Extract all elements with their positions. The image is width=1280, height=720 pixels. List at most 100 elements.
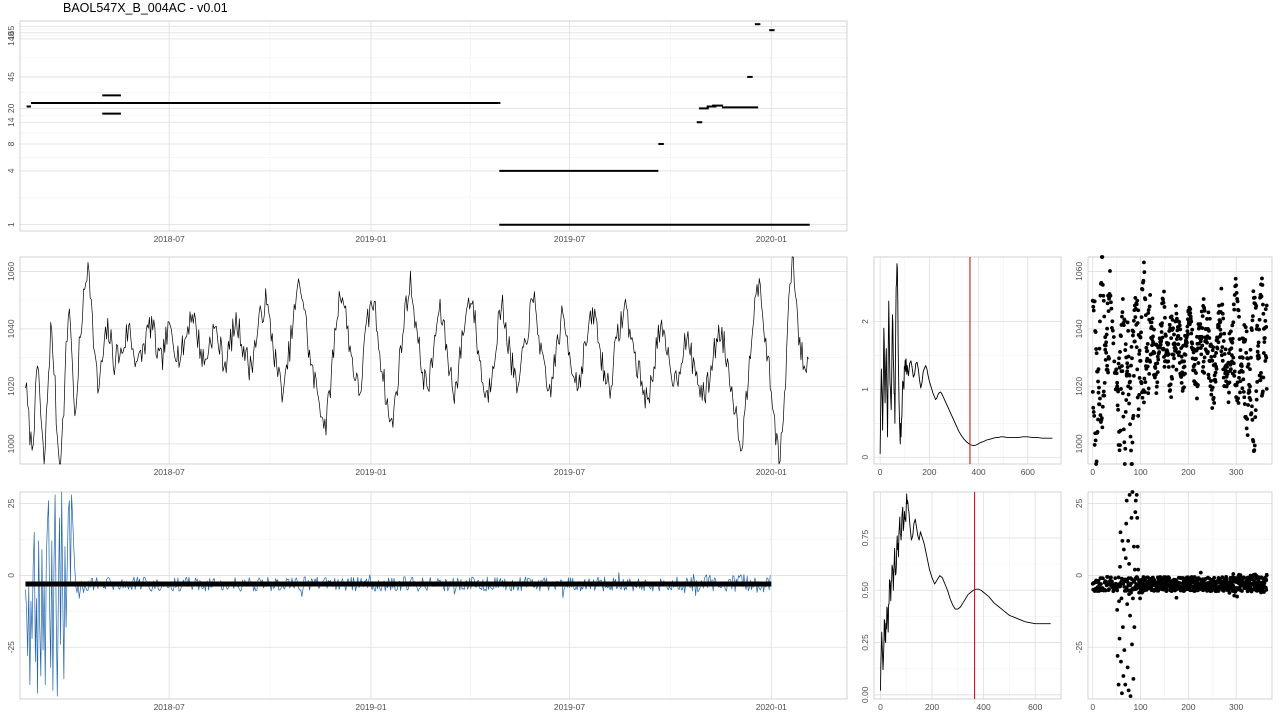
scatter-point (1259, 294, 1264, 299)
scatter-point (1202, 587, 1207, 592)
scatter-point (1249, 411, 1254, 416)
scatter-point (1219, 349, 1224, 354)
scatter-point (1166, 359, 1171, 364)
scatter-point (1147, 582, 1152, 587)
scatter-point (1236, 396, 1240, 401)
scatter-point (1093, 438, 1098, 443)
plot-background (1088, 257, 1272, 464)
scatter-point (1098, 293, 1103, 298)
scatter-point (1247, 389, 1252, 394)
plot-border (873, 491, 1062, 700)
scatter-point (1114, 371, 1119, 376)
x-tick-label: 600 (1028, 702, 1042, 712)
scatter-point (1192, 589, 1196, 593)
scatter-point (1264, 573, 1269, 578)
scatter-point (1236, 308, 1241, 313)
scatter-point (1145, 349, 1150, 353)
scatter-point (1209, 355, 1214, 359)
acf-line (879, 263, 1053, 454)
scatter-point (1109, 575, 1113, 580)
scatter-point (1239, 589, 1244, 593)
scatter-point (1162, 364, 1167, 369)
scatter-point (1127, 592, 1131, 596)
scatter-point (1100, 425, 1105, 430)
scatter-point (1220, 358, 1225, 363)
scatter-point (1146, 391, 1151, 396)
y-tick-label: 0.00 (860, 686, 870, 703)
scatter-point (1151, 334, 1155, 339)
scatter-point (1133, 315, 1138, 319)
scatter-point (1230, 575, 1235, 580)
scatter-point (1104, 340, 1109, 345)
scatter-point (1124, 588, 1129, 593)
scatter-point (1174, 347, 1178, 352)
scatter-point (1178, 336, 1183, 341)
scatter-point (1237, 314, 1241, 319)
y-tick-label: 1000 (6, 434, 16, 453)
scatter-point (1103, 588, 1108, 593)
scatter-point (1137, 376, 1142, 380)
scatter-point (1261, 302, 1265, 307)
scatter-point (1129, 581, 1133, 586)
scatter-point (1116, 407, 1121, 412)
scatter-point (1159, 330, 1164, 334)
scatter-point (1142, 270, 1147, 275)
scatter-point (1182, 385, 1186, 390)
y-tick-label: 8 (6, 141, 16, 146)
scatter-point (1134, 302, 1139, 307)
scatter-point (1129, 344, 1134, 349)
scatter-point (1190, 327, 1195, 332)
scatter-point (1241, 377, 1246, 382)
scatter-point (1190, 347, 1195, 352)
y-tick-label: 1060 (6, 262, 16, 281)
scatter-point (1127, 401, 1131, 406)
scatter-point (1248, 384, 1252, 389)
scatter-point (1122, 648, 1127, 653)
scatter-point (1263, 359, 1268, 363)
scatter-point (1118, 443, 1122, 448)
scatter-point (1244, 350, 1249, 355)
scatter-point (1090, 390, 1095, 394)
scatter-point (1160, 321, 1164, 326)
scatter-point (1177, 320, 1182, 325)
x-tick-label: 300 (1229, 702, 1243, 712)
scatter-point (1234, 383, 1239, 388)
scatter-point (1100, 255, 1105, 259)
scatter-point (1153, 375, 1157, 380)
scatter-point (1224, 384, 1229, 389)
scatter-point (1130, 440, 1135, 445)
x-tick-label: 0 (1090, 467, 1095, 477)
scatter-point (1249, 355, 1253, 360)
scatter-point (1203, 576, 1208, 581)
scatter-point (1227, 390, 1231, 395)
scatter-point (1250, 318, 1255, 323)
scatter-point (1260, 283, 1265, 287)
scatter-point (1158, 342, 1163, 347)
scatter-point (1174, 337, 1179, 342)
scatter-point (1189, 575, 1194, 579)
scatter-point (1104, 350, 1109, 355)
scatter-point (1139, 315, 1144, 320)
scatter-point (1124, 521, 1129, 526)
scatter-point (1155, 354, 1160, 359)
scatter-point (1235, 580, 1240, 585)
scatter-point (1190, 341, 1195, 346)
x-tick-label: 200 (925, 702, 939, 712)
scatter-point (1176, 342, 1181, 347)
scatter-point (1135, 544, 1140, 549)
scatter-point (1130, 462, 1134, 466)
scatter-point (1237, 375, 1241, 380)
plot-border (1087, 491, 1273, 700)
scatter-point (1144, 366, 1149, 371)
plot-border (19, 491, 848, 700)
scatter-point (1251, 439, 1256, 444)
scatter-point (1194, 371, 1198, 375)
plot-border (19, 256, 848, 465)
scatter-point (1115, 384, 1120, 389)
scatter-point (1259, 370, 1263, 375)
y-tick-label: 1 (860, 387, 870, 392)
plot-background (20, 492, 847, 699)
scatter-point (1140, 287, 1145, 292)
scatter-point (1209, 392, 1214, 397)
scatter-point (1171, 326, 1175, 331)
